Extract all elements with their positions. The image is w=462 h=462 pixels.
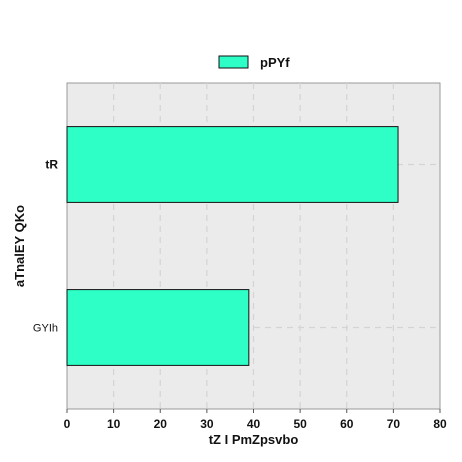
bar-tR: [67, 127, 398, 203]
x-tick-label: 0: [64, 417, 71, 431]
y-category-label: GYIh: [33, 323, 58, 335]
x-tick-label: 20: [154, 417, 168, 431]
x-axis-ticks: 0 10 20 30 40 50 60 70 80: [64, 409, 447, 431]
legend-label: pPYf: [260, 55, 290, 70]
x-tick-label: 50: [293, 417, 307, 431]
legend: pPYf: [219, 55, 290, 70]
x-tick-label: 70: [387, 417, 401, 431]
x-axis-label: tZ I PmZpsvbo: [209, 432, 299, 447]
y-category-label: tR: [45, 158, 58, 172]
y-axis-label: aTnalEY QKo: [12, 205, 27, 287]
x-tick-label: 40: [247, 417, 261, 431]
legend-swatch: [219, 56, 248, 68]
x-tick-label: 30: [200, 417, 214, 431]
x-tick-label: 60: [340, 417, 354, 431]
x-tick-label: 10: [107, 417, 121, 431]
y-axis-categories: tR GYIh: [33, 158, 58, 335]
bar-GYIh: [67, 290, 249, 366]
x-tick-label: 80: [433, 417, 447, 431]
